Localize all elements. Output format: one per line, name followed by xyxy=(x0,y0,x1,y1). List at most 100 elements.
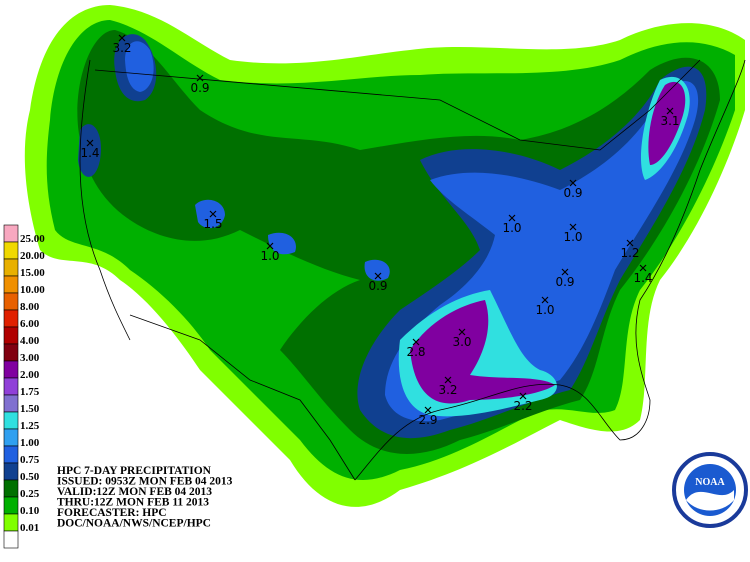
maximum-marker xyxy=(374,272,382,280)
maximum: 1.0 xyxy=(260,242,280,263)
maximum-marker xyxy=(266,242,274,250)
coast-west xyxy=(79,59,131,341)
legend: 25.00 20.00 15.00 10.00 8.00 6.00 4.00 3.00 2.00… xyxy=(3,224,45,549)
header-line: HPC 7-DAY PRECIPITATION xyxy=(57,465,212,477)
legend-swatch xyxy=(3,394,19,413)
maximum-label: 3.2 xyxy=(438,383,457,397)
maximum-label: 1.5 xyxy=(203,217,222,231)
maximum-marker xyxy=(209,210,217,218)
maximum-label: 2.9 xyxy=(418,413,437,427)
maximum: 1.5 xyxy=(203,210,223,231)
maximum-label: 1.4 xyxy=(80,146,99,160)
legend-label: 0.50 xyxy=(20,471,40,483)
maximum-label: 0.9 xyxy=(563,186,582,200)
maximum: 0.9 xyxy=(555,268,575,289)
maxima: 3.20.91.41.51.00.92.83.03.22.92.20.91.01… xyxy=(80,34,680,427)
maximum-marker xyxy=(541,296,549,304)
maximum: 2.8 xyxy=(406,338,426,359)
legend-swatch xyxy=(3,241,19,260)
legend-swatch xyxy=(3,428,19,447)
maximum-label: 1.4 xyxy=(633,271,652,285)
maximum-marker xyxy=(626,239,634,247)
maximum-label: 2.2 xyxy=(513,399,532,413)
legend-swatch xyxy=(3,343,19,362)
maximum-marker xyxy=(458,328,466,336)
legend-swatch xyxy=(3,513,19,532)
maximum-label: 1.0 xyxy=(260,249,279,263)
maximum-marker xyxy=(412,338,420,346)
maximum-label: 1.0 xyxy=(502,221,521,235)
legend-swatch xyxy=(3,275,19,294)
legend-label: 4.00 xyxy=(20,335,40,347)
boundaries xyxy=(79,59,746,481)
maximum: 0.9 xyxy=(563,179,583,200)
maximum-label: 0.9 xyxy=(190,81,209,95)
legend-label: 3.00 xyxy=(20,352,40,364)
noaa-logo xyxy=(672,452,748,528)
maximum: 2.2 xyxy=(513,392,533,413)
maximum-marker xyxy=(444,376,452,384)
legend-label: 1.00 xyxy=(20,437,40,449)
legend-swatch xyxy=(3,309,19,328)
maximum-label: 3.0 xyxy=(452,335,471,349)
legend-swatch xyxy=(3,360,19,379)
header-line: VALID:12Z MON FEB 04 2013 xyxy=(57,486,212,498)
legend-swatch xyxy=(3,496,19,515)
maximum-label: 1.2 xyxy=(620,246,639,260)
precip-shading xyxy=(24,5,745,507)
maximum-label: 2.8 xyxy=(406,345,425,359)
legend-label: 20.00 xyxy=(20,250,45,262)
legend-swatch xyxy=(3,292,19,311)
maximum: 1.0 xyxy=(502,214,522,235)
maximum: 3.1 xyxy=(660,107,680,128)
legend-swatch xyxy=(3,411,19,430)
legend-label: 0.25 xyxy=(20,488,40,500)
header-line: FORECASTER: HPC xyxy=(57,507,167,519)
maximum: 3.0 xyxy=(452,328,472,349)
header-line: DOC/NOAA/NWS/NCEP/HPC xyxy=(57,518,211,530)
maximum: 2.9 xyxy=(418,406,438,427)
legend-label: 0.01 xyxy=(20,522,39,534)
maximum-marker xyxy=(196,74,204,82)
legend-swatch xyxy=(3,224,19,243)
maximum-marker xyxy=(86,139,94,147)
maximum-marker xyxy=(118,34,126,42)
maximum: 1.2 xyxy=(620,239,640,260)
legend-label: 10.00 xyxy=(20,284,45,296)
legend-label: 15.00 xyxy=(20,267,45,279)
border-canada xyxy=(94,59,701,151)
maximum: 3.2 xyxy=(438,376,458,397)
coastline xyxy=(354,59,746,481)
maximum-label: 3.2 xyxy=(112,41,131,55)
legend-label: 25.00 xyxy=(20,233,45,245)
legend-swatch xyxy=(3,326,19,345)
legend-label: 6.00 xyxy=(20,318,40,330)
maximum: 1.0 xyxy=(535,296,555,317)
maximum: 1.4 xyxy=(80,139,100,160)
legend-swatch xyxy=(3,479,19,498)
maximum-marker xyxy=(639,264,647,272)
maximum: 0.9 xyxy=(190,74,210,95)
legend-label: 1.50 xyxy=(20,403,40,415)
logo-text: NOAA xyxy=(695,477,725,488)
maximum-marker xyxy=(519,392,527,400)
maximum: 0.9 xyxy=(368,272,388,293)
area-075 xyxy=(125,41,699,422)
maximum-label: 0.9 xyxy=(368,279,387,293)
maximum-marker xyxy=(569,179,577,187)
legend-swatch xyxy=(3,258,19,277)
maximum-marker xyxy=(424,406,432,414)
maximum-marker xyxy=(569,223,577,231)
legend-label: 0.10 xyxy=(20,505,40,517)
legend-swatch xyxy=(3,462,19,481)
legend-swatch xyxy=(3,530,19,549)
legend-label: 1.75 xyxy=(20,386,40,398)
maximum-marker xyxy=(561,268,569,276)
maximum-label: 1.0 xyxy=(563,230,582,244)
legend-label: 0.75 xyxy=(20,454,40,466)
maximum-label: 3.1 xyxy=(660,114,679,128)
legend-label: 8.00 xyxy=(20,301,40,313)
